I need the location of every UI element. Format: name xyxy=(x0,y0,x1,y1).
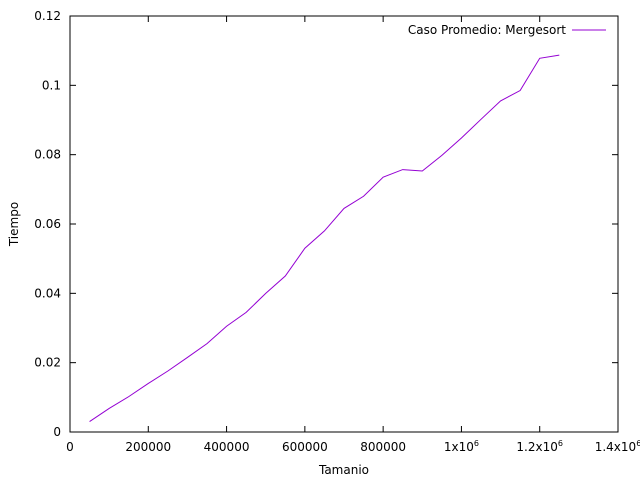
y-tick-label: 0.12 xyxy=(34,9,61,23)
x-axis-ticks: 0 200000 400000 600000 800000 1x106 1.2x106 1.4… xyxy=(66,16,640,454)
x-axis-label: Tamanio xyxy=(318,463,369,477)
x-tick-label: 800000 xyxy=(360,440,406,454)
y-tick-label: 0.1 xyxy=(42,78,61,92)
y-tick-label: 0 xyxy=(53,425,61,439)
x-tick-label: 1.2x106 xyxy=(516,439,563,454)
y-tick-label: 0.02 xyxy=(34,356,61,370)
x-tick-label: 0 xyxy=(66,440,74,454)
x-tick-label: 600000 xyxy=(282,440,328,454)
x-tick-label: 400000 xyxy=(204,440,250,454)
y-axis-label: Tiempo xyxy=(7,202,21,247)
series-line xyxy=(89,54,560,423)
series-layer xyxy=(89,54,560,423)
x-tick-label: 200000 xyxy=(125,440,171,454)
legend: Caso Promedio: Mergesort xyxy=(408,23,606,37)
y-axis-ticks: 0 0.02 0.04 0.06 0.08 0.1 0.12 xyxy=(34,9,618,439)
x-tick-label: 1x106 xyxy=(444,439,479,454)
y-tick-label: 0.06 xyxy=(34,217,61,231)
y-tick-label: 0.04 xyxy=(34,286,61,300)
x-tick-label: 1.4x106 xyxy=(595,439,640,454)
legend-label: Caso Promedio: Mergesort xyxy=(408,23,566,37)
y-tick-label: 0.08 xyxy=(34,148,61,162)
plot-frame xyxy=(69,15,619,433)
